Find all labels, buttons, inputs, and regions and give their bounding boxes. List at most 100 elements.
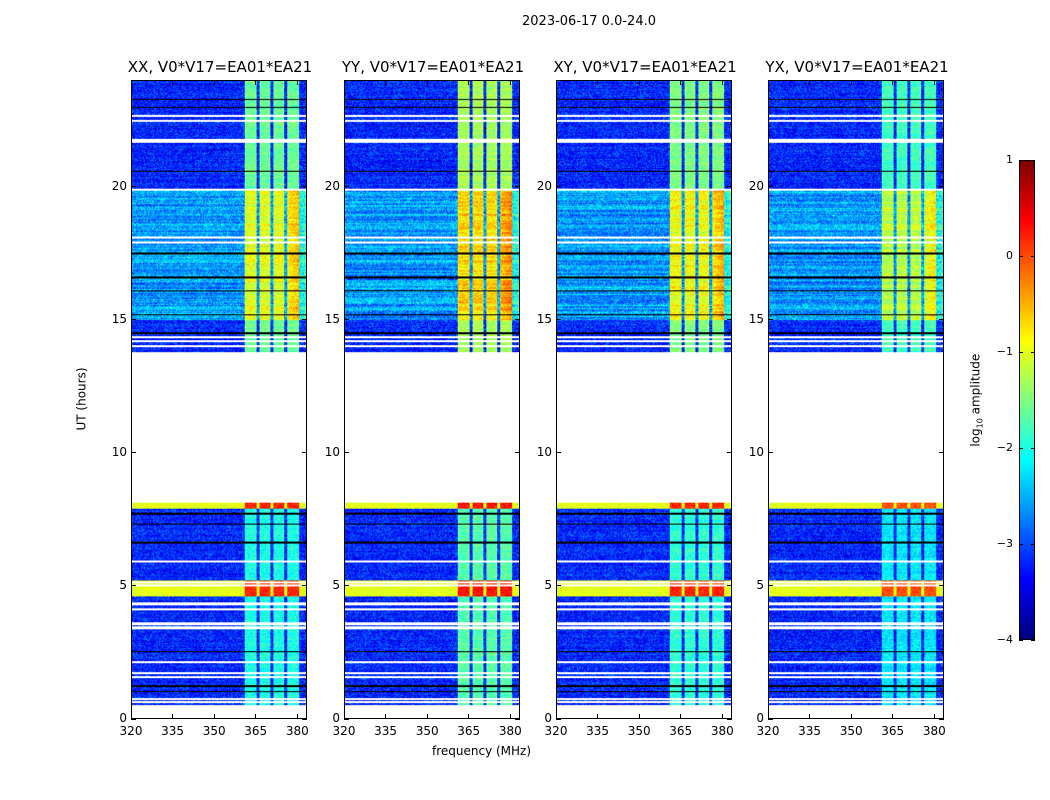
x-tick-label: 335 — [798, 724, 822, 738]
y-tick-mark — [939, 452, 944, 454]
y-tick-label: 20 — [536, 178, 552, 193]
y-tick-mark — [556, 585, 561, 587]
panel-yy — [344, 80, 520, 719]
y-tick-mark — [302, 718, 307, 720]
x-tick-mark — [680, 714, 682, 719]
y-tick-mark — [727, 718, 732, 720]
y-tick-mark — [556, 319, 561, 321]
heatmap-xy — [557, 81, 731, 718]
x-tick-label: 365 — [457, 724, 481, 738]
x-tick-label: 350 — [202, 724, 226, 738]
y-tick-label: 15 — [324, 311, 340, 326]
y-tick-mark — [939, 718, 944, 720]
x-tick-label: 365 — [669, 724, 693, 738]
x-tick-label: 350 — [627, 724, 651, 738]
y-tick-label: 20 — [748, 178, 764, 193]
y-tick-mark — [556, 186, 561, 187]
y-tick-mark — [344, 319, 349, 321]
y-tick-mark — [515, 452, 520, 454]
y-tick-mark — [302, 319, 307, 321]
x-tick-label: 320 — [332, 724, 356, 738]
colorbar-tick-mark — [1019, 639, 1023, 641]
x-tick-label: 320 — [544, 724, 568, 738]
x-tick-mark — [721, 80, 723, 85]
y-tick-mark — [302, 452, 307, 454]
heatmap-xx — [132, 81, 306, 718]
x-tick-mark — [933, 80, 935, 85]
y-tick-mark — [768, 718, 773, 720]
x-tick-mark — [343, 80, 345, 85]
x-tick-label: 365 — [881, 724, 905, 738]
y-tick-mark — [344, 452, 349, 454]
panel-title-xx: XX, V0*V17=EA01*EA21 — [127, 58, 313, 76]
y-tick-mark — [768, 319, 773, 321]
colorbar-tick-label: 1 — [1006, 153, 1013, 166]
y-tick-mark — [939, 186, 944, 187]
colorbar-gradient — [1020, 161, 1034, 639]
colorbar-label: log10 amplitude — [968, 353, 985, 447]
y-tick-label: 5 — [544, 577, 552, 592]
y-tick-mark — [515, 319, 520, 321]
colorbar — [1019, 160, 1035, 640]
y-tick-mark — [768, 585, 773, 587]
y-tick-mark — [768, 452, 773, 454]
y-tick-mark — [131, 186, 136, 187]
y-tick-label: 15 — [536, 311, 552, 326]
x-tick-mark — [555, 80, 557, 85]
y-tick-mark — [727, 186, 732, 187]
y-tick-mark — [768, 186, 773, 187]
x-tick-mark — [767, 80, 769, 85]
x-tick-mark — [638, 714, 640, 719]
colorbar-tick-mark — [1019, 255, 1023, 257]
y-tick-mark — [131, 319, 136, 321]
y-tick-mark — [727, 319, 732, 321]
panel-title-yx: YX, V0*V17=EA01*EA21 — [765, 58, 949, 76]
x-tick-label: 380 — [922, 724, 946, 738]
y-tick-label: 15 — [111, 311, 127, 326]
x-tick-mark — [468, 80, 470, 85]
y-tick-label: 10 — [536, 444, 552, 459]
colorbar-tick-label: 0 — [1006, 249, 1013, 262]
x-tick-mark — [343, 714, 345, 719]
x-tick-label: 380 — [498, 724, 522, 738]
x-tick-mark — [426, 80, 428, 85]
colorbar-tick-mark — [1031, 447, 1035, 449]
y-tick-label: 10 — [111, 444, 127, 459]
colorbar-tick-mark — [1031, 639, 1035, 641]
y-tick-label: 0 — [756, 711, 764, 725]
x-tick-mark — [555, 714, 557, 719]
y-tick-mark — [515, 718, 520, 720]
y-tick-label: 10 — [324, 444, 340, 459]
colorbar-tick-mark — [1019, 447, 1023, 449]
x-tick-mark — [385, 714, 387, 719]
x-tick-label: 350 — [839, 724, 863, 738]
colorbar-tick-label: −1 — [996, 345, 1013, 358]
x-tick-mark — [296, 80, 298, 85]
y-tick-mark — [344, 585, 349, 587]
y-tick-label: 5 — [332, 577, 340, 592]
y-tick-mark — [344, 186, 349, 187]
x-tick-mark — [892, 80, 894, 85]
y-tick-label: 20 — [324, 178, 340, 193]
colorbar-tick-label: −3 — [996, 537, 1013, 550]
x-tick-mark — [933, 714, 935, 719]
y-tick-mark — [939, 319, 944, 321]
y-tick-label: 20 — [111, 178, 127, 193]
y-tick-mark — [131, 585, 136, 587]
x-tick-mark — [509, 714, 511, 719]
colorbar-tick-mark — [1031, 255, 1035, 257]
y-tick-label: 0 — [332, 711, 340, 725]
x-tick-label: 335 — [374, 724, 398, 738]
x-tick-label: 320 — [119, 724, 143, 738]
x-tick-mark — [172, 714, 174, 719]
x-tick-mark — [509, 80, 511, 85]
x-tick-mark — [172, 80, 174, 85]
y-tick-label: 0 — [119, 711, 127, 725]
heatmap-yx — [769, 81, 943, 718]
x-tick-mark — [385, 80, 387, 85]
y-tick-label: 5 — [119, 577, 127, 592]
x-tick-mark — [597, 80, 599, 85]
x-tick-label: 350 — [415, 724, 439, 738]
y-tick-mark — [302, 186, 307, 187]
